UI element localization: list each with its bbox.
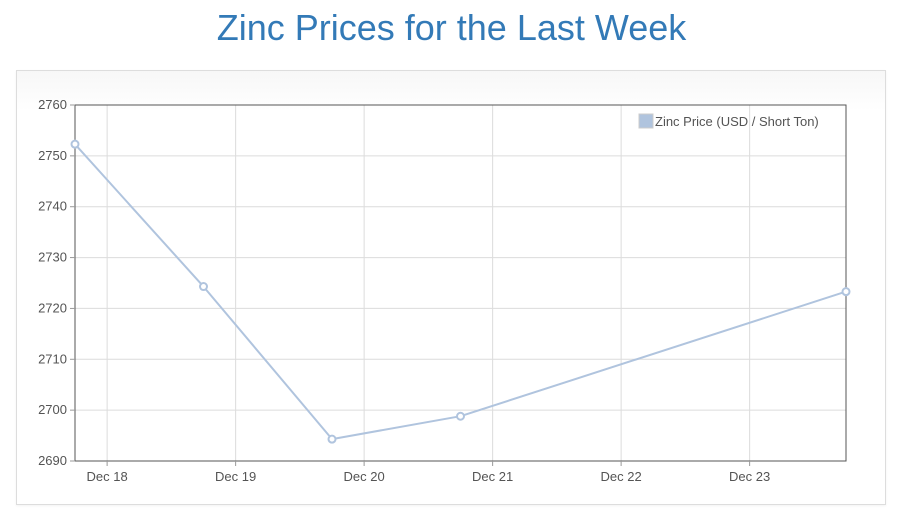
legend-swatch bbox=[638, 113, 654, 129]
x-tick-label: Dec 23 bbox=[729, 469, 770, 484]
page-title: Zinc Prices for the Last Week bbox=[216, 7, 687, 48]
x-tick-label: Dec 20 bbox=[344, 469, 385, 484]
y-axis: 2690 2700 2710 2720 2730 2740 2750 2760 bbox=[38, 97, 75, 468]
y-tick-label: 2740 bbox=[38, 199, 67, 214]
y-tick-label: 2760 bbox=[38, 97, 67, 112]
data-point[interactable] bbox=[199, 282, 208, 292]
x-tick-label: Dec 21 bbox=[472, 469, 513, 484]
x-tick-label: Dec 22 bbox=[601, 469, 642, 484]
grid-lines bbox=[75, 105, 846, 461]
legend-label: Zinc Price (USD / Short Ton) bbox=[655, 114, 819, 129]
data-point[interactable] bbox=[327, 434, 337, 444]
data-point[interactable] bbox=[70, 139, 80, 149]
data-point[interactable] bbox=[841, 287, 851, 297]
y-tick-label: 2710 bbox=[38, 351, 67, 366]
x-axis: Dec 18 Dec 19 Dec 20 Dec 21 Dec 22 Dec 23 bbox=[87, 461, 770, 484]
y-tick-label: 2690 bbox=[38, 453, 67, 468]
y-tick-label: 2700 bbox=[38, 402, 67, 417]
data-point[interactable] bbox=[456, 411, 465, 421]
plot-border bbox=[74, 104, 847, 462]
series-line bbox=[74, 143, 847, 441]
x-tick-label: Dec 18 bbox=[87, 469, 128, 484]
y-tick-label: 2730 bbox=[38, 250, 67, 265]
chart-container: 2690 2700 2710 2720 2730 2740 2750 2760 Dec 18 D… bbox=[16, 70, 886, 505]
legend[interactable]: Zinc Price (USD / Short Ton) bbox=[638, 113, 819, 129]
x-tick-label: Dec 19 bbox=[215, 469, 256, 484]
y-tick-label: 2750 bbox=[38, 148, 67, 163]
series-layer bbox=[70, 139, 851, 444]
y-tick-label: 2720 bbox=[38, 300, 67, 315]
